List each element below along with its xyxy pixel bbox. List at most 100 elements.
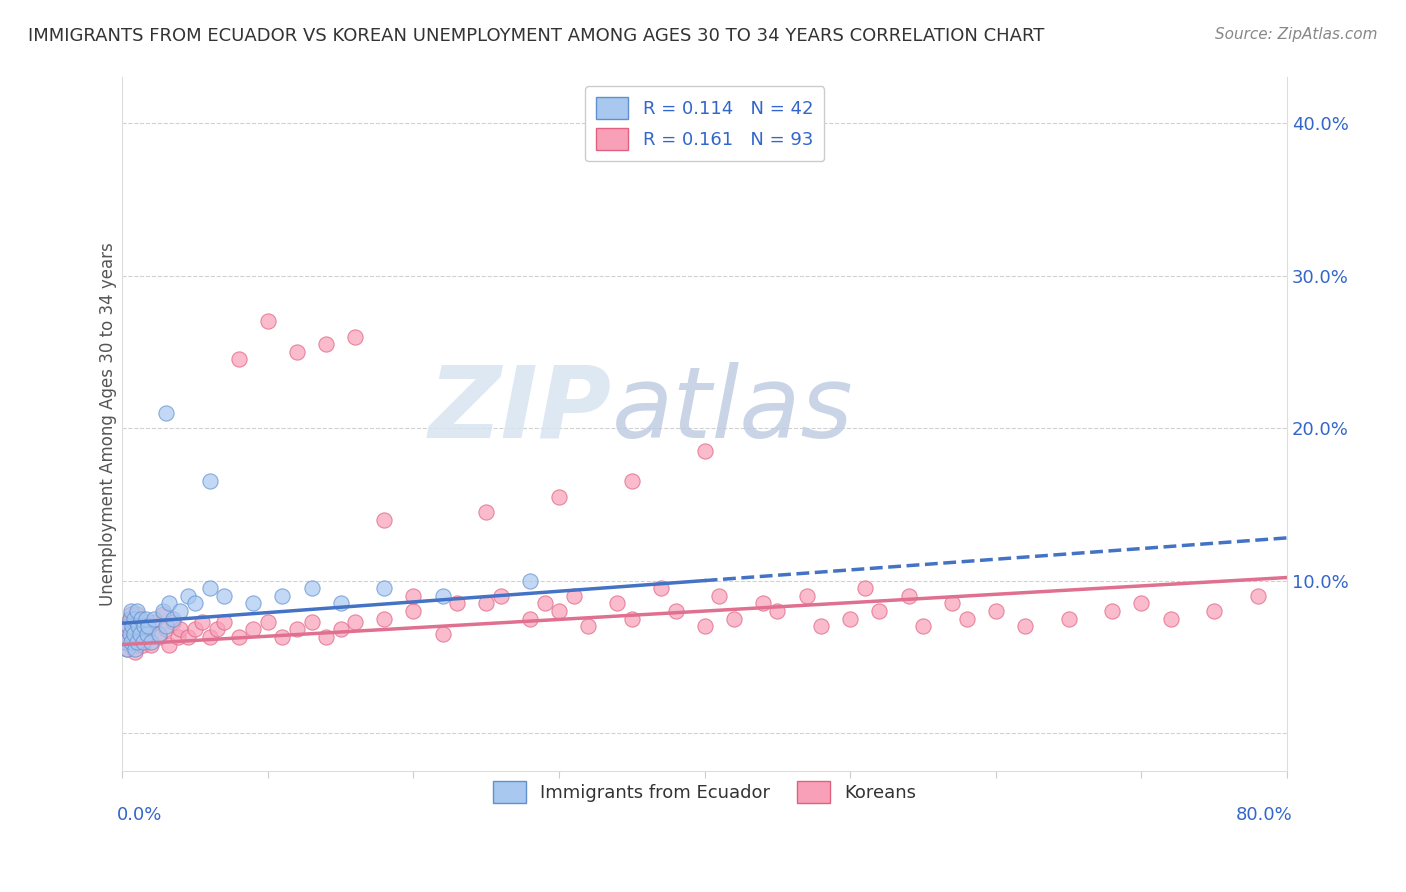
Point <box>1130 596 1153 610</box>
Point <box>956 612 979 626</box>
Point <box>157 596 180 610</box>
Point <box>257 314 280 328</box>
Text: atlas: atlas <box>612 362 853 458</box>
Text: ZIP: ZIP <box>429 362 612 458</box>
Point <box>117 619 139 633</box>
Point <box>228 630 250 644</box>
Point <box>115 642 138 657</box>
Point <box>432 589 454 603</box>
Text: 80.0%: 80.0% <box>1236 805 1294 824</box>
Point <box>121 619 143 633</box>
Point <box>128 627 150 641</box>
Point <box>709 589 731 603</box>
Point <box>191 615 214 629</box>
Point <box>1057 612 1080 626</box>
Point <box>148 627 170 641</box>
Point <box>198 630 221 644</box>
Point <box>120 638 142 652</box>
Point <box>118 627 141 641</box>
Point <box>664 604 686 618</box>
Point <box>162 615 184 629</box>
Point <box>118 612 141 626</box>
Point <box>122 630 145 644</box>
Point <box>853 581 876 595</box>
Point <box>329 623 352 637</box>
Point <box>301 581 323 595</box>
Point <box>1101 604 1123 618</box>
Point <box>796 589 818 603</box>
Point <box>198 475 221 489</box>
Point <box>285 344 308 359</box>
Point <box>475 505 498 519</box>
Point <box>315 337 337 351</box>
Point <box>606 596 628 610</box>
Point <box>344 329 367 343</box>
Point <box>114 634 136 648</box>
Point <box>129 612 152 626</box>
Point <box>136 630 159 644</box>
Point <box>519 574 541 588</box>
Point <box>177 630 200 644</box>
Point <box>143 615 166 629</box>
Point <box>941 596 963 610</box>
Point <box>184 623 207 637</box>
Point <box>143 612 166 626</box>
Point <box>432 627 454 641</box>
Point <box>162 612 184 626</box>
Point <box>752 596 775 610</box>
Point <box>125 607 148 621</box>
Point <box>402 589 425 603</box>
Point <box>329 596 352 610</box>
Point <box>723 612 745 626</box>
Point <box>155 623 177 637</box>
Point <box>912 619 935 633</box>
Point <box>533 596 555 610</box>
Legend: Immigrants from Ecuador, Koreans: Immigrants from Ecuador, Koreans <box>486 774 924 811</box>
Point <box>114 634 136 648</box>
Point <box>693 444 716 458</box>
Point <box>897 589 920 603</box>
Point <box>127 619 149 633</box>
Point <box>562 589 585 603</box>
Point <box>285 623 308 637</box>
Point <box>693 619 716 633</box>
Point <box>127 623 149 637</box>
Point <box>124 645 146 659</box>
Point <box>152 607 174 621</box>
Point <box>129 615 152 629</box>
Point <box>135 612 157 626</box>
Point <box>620 475 643 489</box>
Point <box>271 630 294 644</box>
Y-axis label: Unemployment Among Ages 30 to 34 years: Unemployment Among Ages 30 to 34 years <box>100 243 117 607</box>
Point <box>373 612 395 626</box>
Point <box>118 612 141 626</box>
Point <box>257 615 280 629</box>
Point <box>839 612 862 626</box>
Point <box>132 623 155 637</box>
Point <box>868 604 890 618</box>
Point <box>122 627 145 641</box>
Point <box>141 634 163 648</box>
Point <box>205 623 228 637</box>
Point <box>157 638 180 652</box>
Point <box>344 615 367 629</box>
Point <box>169 623 191 637</box>
Point <box>136 627 159 641</box>
Point <box>810 619 832 633</box>
Point <box>122 612 145 626</box>
Point <box>120 634 142 648</box>
Point <box>489 589 512 603</box>
Point <box>131 634 153 648</box>
Point <box>271 589 294 603</box>
Point <box>125 638 148 652</box>
Point <box>166 630 188 644</box>
Point <box>242 596 264 610</box>
Point <box>155 619 177 633</box>
Point <box>125 634 148 648</box>
Point <box>120 607 142 621</box>
Point <box>121 623 143 637</box>
Point <box>131 638 153 652</box>
Point <box>228 352 250 367</box>
Point <box>766 604 789 618</box>
Point <box>984 604 1007 618</box>
